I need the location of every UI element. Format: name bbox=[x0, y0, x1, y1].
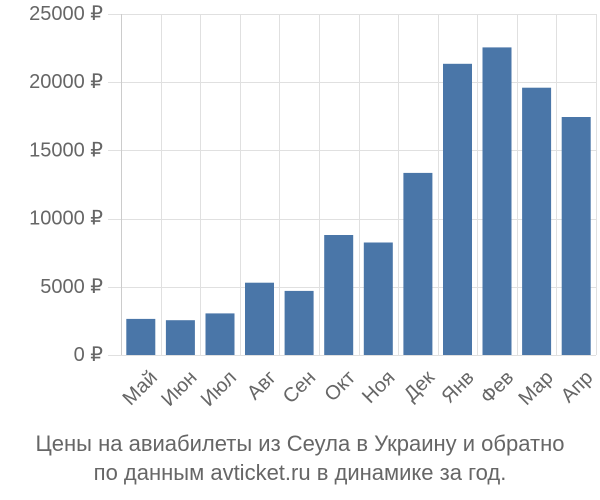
y-tick-label: 10000 ₽ bbox=[29, 208, 103, 230]
bar bbox=[561, 117, 591, 355]
x-tick-label: Авг bbox=[243, 367, 281, 405]
bar bbox=[126, 318, 156, 355]
gridlines bbox=[108, 14, 597, 356]
x-tick-label: Ноя bbox=[358, 367, 399, 408]
bars bbox=[126, 47, 591, 356]
x-tick-label: Июл bbox=[197, 367, 241, 411]
chart-caption-line-1: Цены на авиабилеты из Сеула в Украину и … bbox=[35, 431, 565, 456]
bar bbox=[324, 235, 354, 355]
y-tick-label: 20000 ₽ bbox=[29, 71, 103, 93]
x-tick-label: Июн bbox=[157, 367, 201, 411]
bar bbox=[522, 87, 552, 355]
bar bbox=[205, 313, 235, 355]
bar bbox=[284, 290, 314, 355]
chart-caption-line-2: по данным avticket.ru в динамике за год. bbox=[93, 460, 507, 485]
x-tick-label: Окт bbox=[320, 367, 359, 406]
x-tick-label: Апр bbox=[557, 367, 598, 408]
bar bbox=[363, 242, 393, 355]
y-tick-label: 0 ₽ bbox=[74, 344, 104, 366]
x-tick-label: Май bbox=[119, 367, 162, 410]
y-axis-ticks: 0 ₽ 5000 ₽ 10000 ₽ 15000 ₽ 20000 ₽ 25000 ₽ bbox=[29, 3, 103, 366]
bar bbox=[245, 282, 274, 355]
x-tick-label: Дек bbox=[400, 366, 439, 405]
x-tick-label: Янв bbox=[438, 367, 479, 408]
bar bbox=[403, 172, 433, 355]
y-tick-label: 25000 ₽ bbox=[29, 3, 103, 25]
bar bbox=[482, 47, 512, 356]
bar bbox=[165, 320, 195, 355]
y-tick-label: 5000 ₽ bbox=[40, 276, 103, 298]
bar bbox=[443, 63, 472, 356]
bar-chart: 0 ₽ 5000 ₽ 10000 ₽ 15000 ₽ 20000 ₽ 25000 ₽ Ма… bbox=[29, 3, 598, 411]
x-tick-label: Сен bbox=[279, 367, 320, 408]
x-tick-label: Фев bbox=[477, 367, 519, 409]
y-tick-label: 15000 ₽ bbox=[29, 139, 103, 161]
x-tick-label: Мар bbox=[515, 367, 558, 410]
